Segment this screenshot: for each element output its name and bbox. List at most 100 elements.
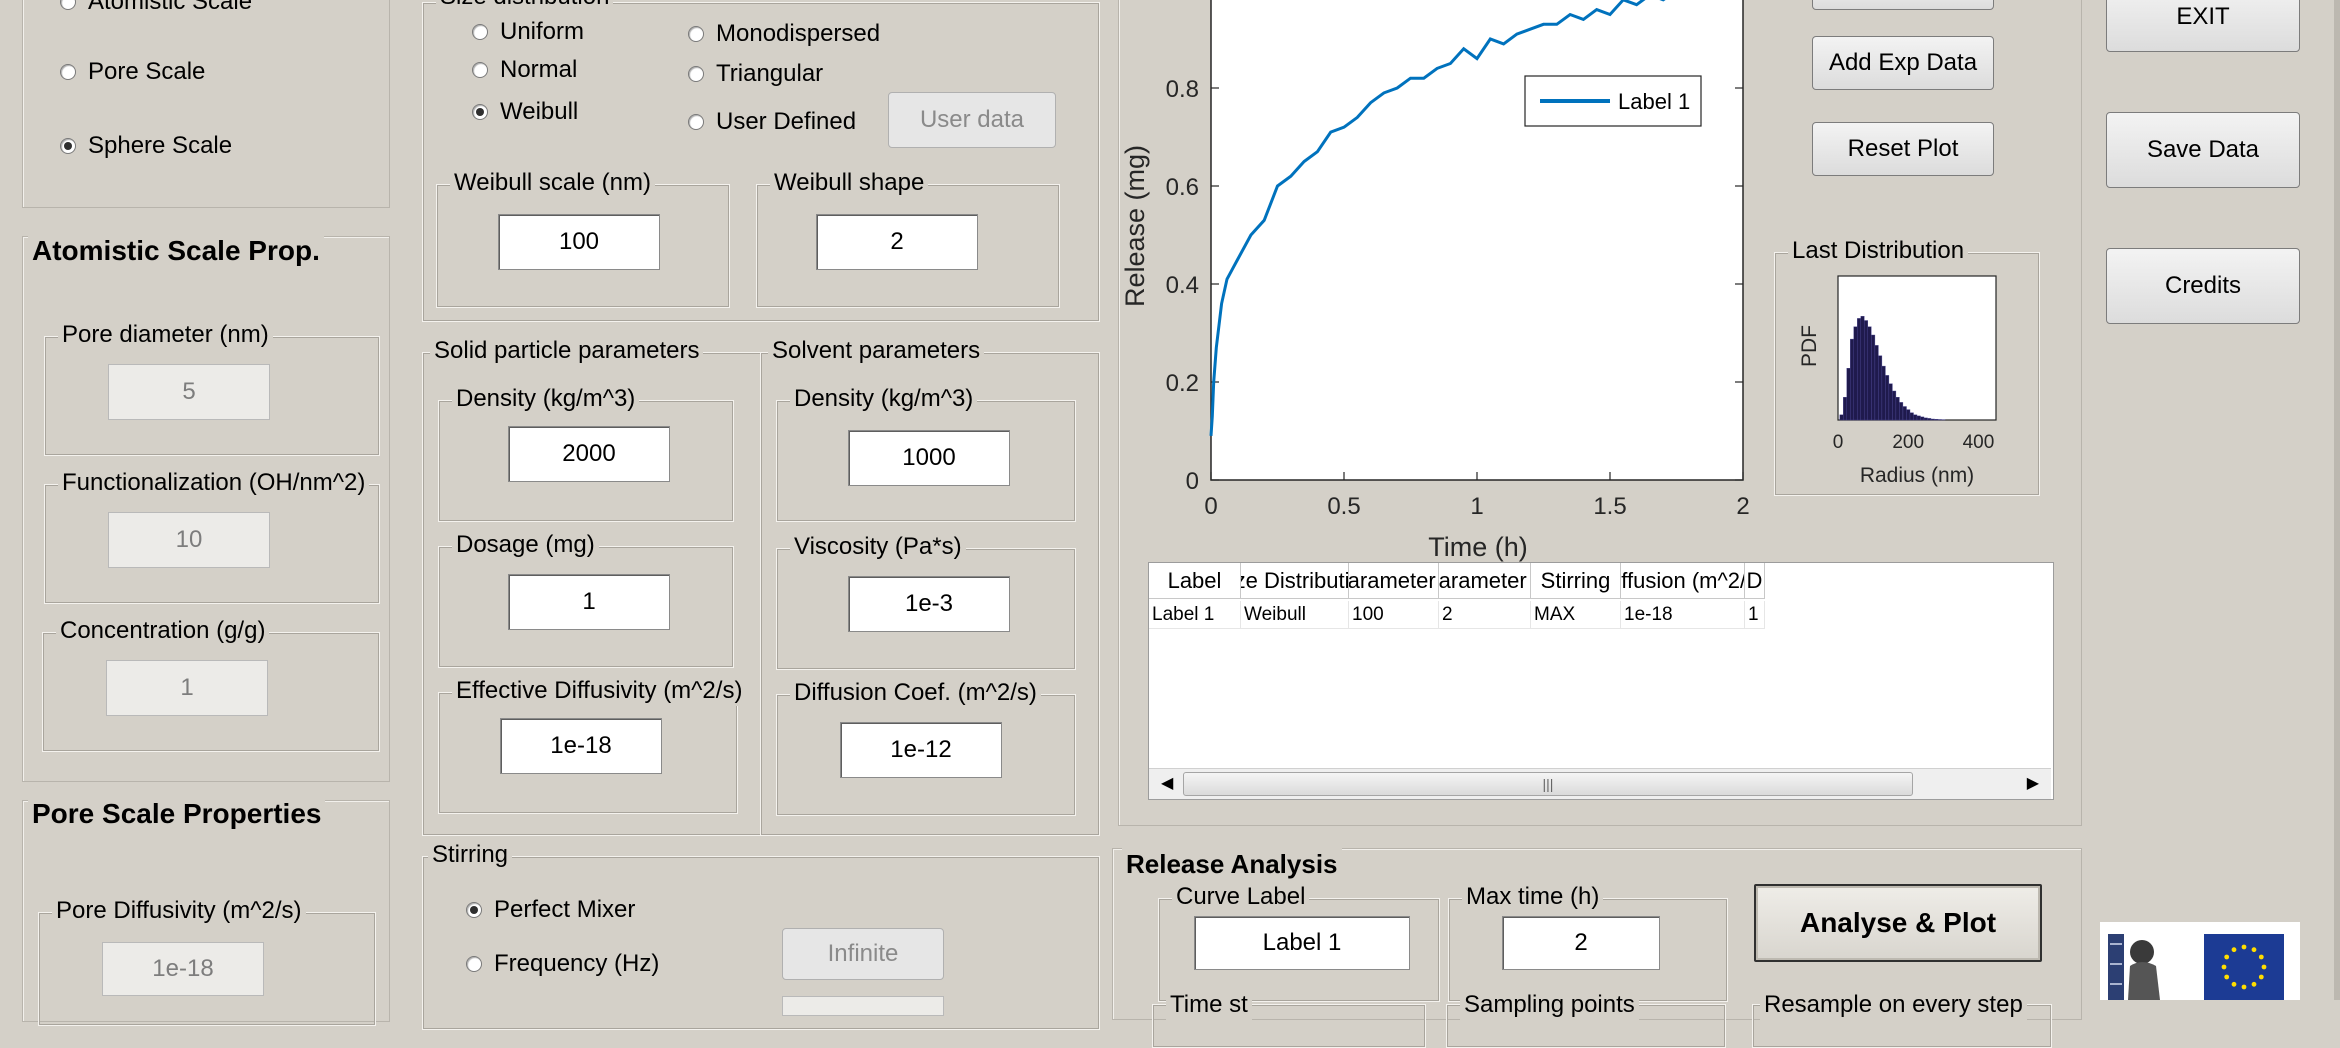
radio-sphere-scale[interactable]: Sphere Scale (60, 132, 232, 160)
university-logo-body (2128, 962, 2160, 1000)
radio-triangular-label: Triangular (716, 60, 823, 88)
curve-label-field[interactable]: Label 1 (1194, 916, 1410, 970)
radio-user-defined[interactable]: User Defined (688, 108, 856, 136)
table-cell: 2 (1439, 601, 1531, 629)
eu-star (2224, 975, 2229, 980)
last-distribution-xticks: 0 200 400 (1833, 432, 1995, 453)
solid-params-title: Solid particle parameters (430, 336, 703, 366)
pore-diffusivity-label: Pore Diffusivity (m^2/s) (52, 896, 306, 926)
release-xtick-label: 0.5 (1327, 493, 1360, 520)
distribution-bar (1935, 419, 1939, 420)
pore-props-title: Pore Scale Properties (28, 797, 325, 831)
credits-button[interactable]: Credits (2106, 248, 2300, 324)
radio-pore-scale[interactable]: Pore Scale (60, 58, 205, 86)
distribution-bar (1924, 418, 1928, 420)
radio-monodispersed[interactable]: Monodispersed (688, 20, 880, 48)
weibull-scale-field[interactable]: 100 (498, 214, 660, 270)
scroll-left-arrow-icon[interactable]: ◀ (1161, 773, 1173, 793)
frequency-infinite-button[interactable]: Infinite (782, 928, 944, 980)
scroll-right-arrow-icon[interactable]: ▶ (2027, 773, 2039, 793)
table-header-cell[interactable]: Size Distribution (1241, 563, 1349, 599)
dosage-field[interactable]: 1 (508, 574, 670, 630)
distribution-bar (1885, 375, 1889, 420)
exit-button[interactable]: EXIT (2106, 0, 2300, 52)
release-xtick-label: 1 (1470, 493, 1483, 520)
max-time-field[interactable]: 2 (1502, 916, 1660, 970)
radio-perfect-mixer-indicator (466, 902, 482, 918)
eff-diffusivity-field[interactable]: 1e-18 (500, 718, 662, 774)
pore-diameter-field[interactable]: 5 (108, 364, 270, 420)
max-time-label: Max time (h) (1462, 882, 1603, 912)
top-hidden-button[interactable] (1812, 0, 1994, 10)
radio-frequency[interactable]: Frequency (Hz) (466, 950, 659, 978)
radio-normal[interactable]: Normal (472, 56, 577, 84)
table-cell: Label 1 (1149, 601, 1241, 629)
distribution-bar (1907, 410, 1911, 420)
table-header-cell[interactable]: Diffusion (m^2/s) (1621, 563, 1745, 599)
distribution-bar (1875, 345, 1879, 420)
table-header-cell[interactable]: Parameter a (1349, 563, 1439, 599)
solvent-density-field[interactable]: 1000 (848, 430, 1010, 486)
stirring-group: Stirring (422, 856, 1100, 1030)
release-ytick-label: 0 (1186, 468, 1199, 495)
table-header-cell[interactable]: Parameter b (1439, 563, 1531, 599)
user-data-button[interactable]: User data (888, 92, 1056, 148)
release-chart-xlabel: Time (h) (1428, 532, 1528, 562)
radio-frequency-label: Frequency (Hz) (494, 950, 659, 978)
distribution-bar (1938, 420, 1942, 421)
stirring-extra-field[interactable] (782, 996, 944, 1016)
distribution-bar (1854, 327, 1858, 420)
distribution-bar (1843, 397, 1847, 420)
analyse-plot-button[interactable]: Analyse & Plot (1754, 884, 2042, 962)
distribution-bar (1878, 356, 1882, 420)
distribution-bar (1850, 339, 1854, 420)
distribution-bar (1868, 327, 1872, 420)
radio-perfect-mixer[interactable]: Perfect Mixer (466, 896, 635, 924)
eu-star (2259, 955, 2264, 960)
viscosity-field[interactable]: 1e-3 (848, 576, 1010, 632)
sampling-label: Sampling points (1460, 990, 1639, 1020)
distribution-bar (1882, 366, 1886, 420)
functionalization-field[interactable]: 10 (108, 512, 270, 568)
release-xtick-label: 2 (1736, 493, 1749, 520)
table-cell: Weibull (1241, 601, 1349, 629)
radio-triangular[interactable]: Triangular (688, 60, 823, 88)
diffusion-coef-field[interactable]: 1e-12 (840, 722, 1002, 778)
release-chart-plot-area (1211, 0, 1743, 480)
reset-plot-button[interactable]: Reset Plot (1812, 122, 1994, 176)
results-table[interactable]: LabelSize DistributionParameter aParamet… (1148, 562, 2054, 800)
results-table-hscrollbar[interactable]: ◀ ||| ▶ (1149, 768, 2051, 799)
radio-normal-label: Normal (500, 56, 577, 84)
solid-density-field[interactable]: 2000 (508, 426, 670, 482)
table-header-cell[interactable]: Label (1149, 563, 1241, 599)
distribution-bar (1928, 418, 1932, 420)
radio-weibull[interactable]: Weibull (472, 98, 578, 126)
distribution-xtick-label: 0 (1833, 432, 1844, 453)
eff-diffusivity-label: Effective Diffusivity (m^2/s) (452, 676, 746, 706)
table-header-cell[interactable]: D (1745, 563, 1765, 599)
radio-uniform-indicator (472, 24, 488, 40)
results-table-scroll-thumb[interactable]: ||| (1183, 772, 1913, 796)
last-distribution-xlabel: Radius (nm) (1860, 464, 1974, 487)
logo-area (2100, 922, 2300, 1000)
radio-atomistic-scale[interactable]: Atomistic Scale (60, 0, 252, 16)
window-right-edge (2334, 0, 2340, 1000)
release-analysis-title: Release Analysis (1122, 847, 1342, 881)
save-data-button[interactable]: Save Data (2106, 112, 2300, 188)
add-exp-data-button[interactable]: Add Exp Data (1812, 36, 1994, 90)
resample-label: Resample on every step (1760, 990, 2027, 1020)
eu-star (2232, 947, 2237, 952)
distribution-xtick-label: 200 (1892, 432, 1924, 453)
table-header-cell[interactable]: Stirring (1531, 563, 1621, 599)
distribution-bar (1931, 419, 1935, 420)
radio-uniform[interactable]: Uniform (472, 18, 584, 46)
pore-diffusivity-field[interactable]: 1e-18 (102, 942, 264, 996)
radio-atomistic-label: Atomistic Scale (88, 0, 252, 16)
concentration-field[interactable]: 1 (106, 660, 268, 716)
weibull-shape-field[interactable]: 2 (816, 214, 978, 270)
distribution-xtick-label: 400 (1963, 432, 1995, 453)
table-cell: 1e-18 (1621, 601, 1745, 629)
radio-user-defined-indicator (688, 114, 704, 130)
weibull-scale-label: Weibull scale (nm) (450, 168, 655, 198)
eu-star (2232, 982, 2237, 987)
